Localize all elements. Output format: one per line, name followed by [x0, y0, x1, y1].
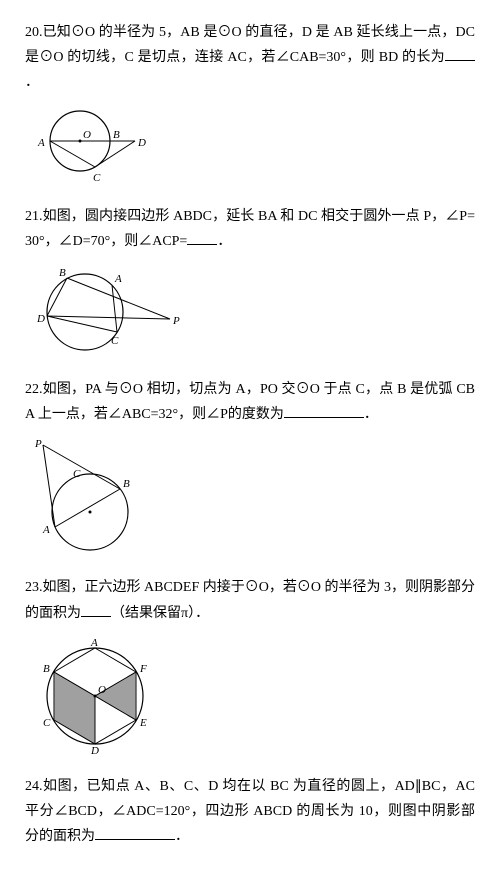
- problem-text-prefix: 24.如图，已知点 A、B、C、D 均在以 BC 为直径的圆上，AD∥BC，AC…: [25, 779, 475, 844]
- figure-20: O A B D C: [35, 106, 475, 186]
- svg-text:C: C: [93, 172, 101, 184]
- figure-20-svg: O A B D C: [35, 106, 155, 186]
- problem-22-text: 22.如图，PA 与⊙O 相切，切点为 A，PO 交⊙O 于点 C，点 B 是优…: [25, 377, 475, 427]
- svg-text:A: A: [37, 137, 45, 149]
- svg-text:B: B: [113, 129, 120, 141]
- figure-22-svg: P C B A: [35, 437, 145, 557]
- svg-text:P: P: [172, 315, 180, 327]
- problem-23: 23.如图，正六边形 ABCDEF 内接于⊙O，若⊙O 的半径为 3，则阴影部分…: [25, 575, 475, 755]
- problem-text-suffix: ．: [364, 407, 378, 422]
- svg-text:E: E: [139, 717, 147, 729]
- answer-blank: [95, 825, 175, 840]
- problem-text-suffix: （结果保留π）．: [111, 606, 209, 621]
- problem-21: 21.如图，圆内接四边形 ABDC，延长 BA 和 DC 相交于圆外一点 P，∠…: [25, 204, 475, 359]
- figure-22: P C B A: [35, 437, 475, 557]
- svg-text:P: P: [35, 438, 42, 450]
- svg-text:O: O: [83, 129, 91, 141]
- svg-text:B: B: [123, 478, 130, 490]
- svg-text:D: D: [90, 745, 99, 756]
- problem-23-text: 23.如图，正六边形 ABCDEF 内接于⊙O，若⊙O 的半径为 3，则阴影部分…: [25, 575, 475, 625]
- svg-text:A: A: [114, 273, 122, 285]
- svg-text:A: A: [42, 524, 50, 536]
- problem-text-suffix: ．: [175, 829, 189, 844]
- problem-text-prefix: 20.已知⊙O 的半径为 5，AB 是⊙O 的直径，D 是 AB 延长线上一点，…: [25, 25, 475, 65]
- problem-text-suffix: ．: [217, 234, 231, 249]
- problem-text-prefix: 21.如图，圆内接四边形 ABDC，延长 BA 和 DC 相交于圆外一点 P，∠…: [25, 209, 475, 249]
- problem-24-text: 24.如图，已知点 A、B、C、D 均在以 BC 为直径的圆上，AD∥BC，AC…: [25, 774, 475, 850]
- svg-text:F: F: [139, 663, 147, 675]
- answer-blank: [445, 46, 475, 61]
- answer-blank: [81, 602, 111, 617]
- problem-text-prefix: 22.如图，PA 与⊙O 相切，切点为 A，PO 交⊙O 于点 C，点 B 是优…: [25, 382, 475, 422]
- problem-24: 24.如图，已知点 A、B、C、D 均在以 BC 为直径的圆上，AD∥BC，AC…: [25, 774, 475, 850]
- problem-20: 20.已知⊙O 的半径为 5，AB 是⊙O 的直径，D 是 AB 延长线上一点，…: [25, 20, 475, 186]
- answer-blank: [187, 230, 217, 245]
- svg-text:D: D: [137, 137, 146, 149]
- svg-text:C: C: [43, 717, 51, 729]
- svg-text:B: B: [43, 663, 50, 675]
- problem-text-suffix: ．: [25, 75, 39, 90]
- figure-23-svg: A B F O C E D: [35, 636, 155, 756]
- svg-text:B: B: [59, 267, 66, 279]
- problem-22: 22.如图，PA 与⊙O 相切，切点为 A，PO 交⊙O 于点 C，点 B 是优…: [25, 377, 475, 557]
- svg-text:A: A: [90, 637, 98, 649]
- svg-text:D: D: [36, 313, 45, 325]
- figure-23: A B F O C E D: [35, 636, 475, 756]
- svg-text:C: C: [73, 468, 81, 480]
- svg-text:O: O: [98, 684, 106, 696]
- figure-21: B A D C P: [35, 264, 475, 359]
- problem-21-text: 21.如图，圆内接四边形 ABDC，延长 BA 和 DC 相交于圆外一点 P，∠…: [25, 204, 475, 254]
- problem-20-text: 20.已知⊙O 的半径为 5，AB 是⊙O 的直径，D 是 AB 延长线上一点，…: [25, 20, 475, 96]
- answer-blank: [284, 403, 364, 418]
- svg-text:C: C: [111, 335, 119, 347]
- figure-21-svg: B A D C P: [35, 264, 185, 359]
